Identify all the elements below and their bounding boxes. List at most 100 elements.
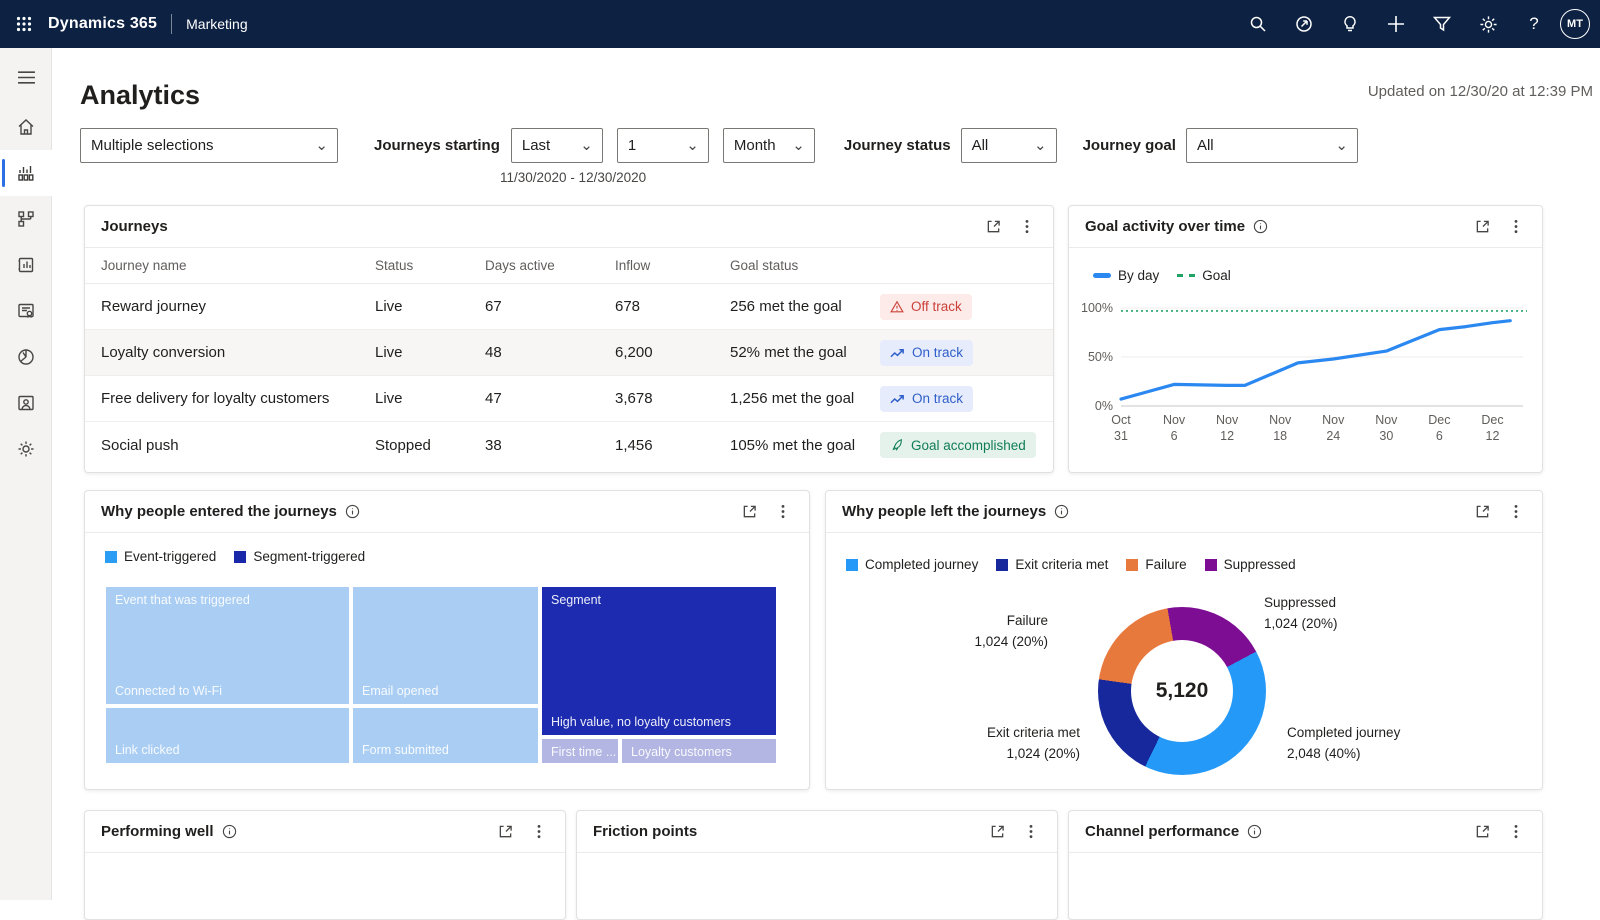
info-icon[interactable]	[345, 504, 360, 519]
nav-expand-hamburger-icon[interactable]	[0, 54, 52, 100]
legend-swatch	[1093, 273, 1111, 278]
expand-icon[interactable]	[491, 818, 519, 846]
journeys-starting-label: Journeys starting	[374, 136, 500, 154]
svg-text:18: 18	[1273, 429, 1287, 443]
svg-text:Nov: Nov	[1375, 413, 1398, 427]
goal-activity-title: Goal activity over time	[1085, 218, 1246, 235]
info-icon[interactable]	[1054, 504, 1069, 519]
kebab-menu-icon[interactable]	[1502, 498, 1530, 526]
donut-slice-label: Suppressed 1,024 (20%)	[1264, 595, 1338, 631]
treemap-cell[interactable]: First time ...	[542, 739, 618, 763]
info-icon[interactable]	[1253, 219, 1268, 234]
legend-swatch	[105, 550, 117, 563]
goal-status-badge[interactable]: Goal accomplished	[880, 432, 1036, 458]
expand-icon[interactable]	[1468, 213, 1496, 241]
channel-performance-card: Channel performance	[1068, 810, 1543, 920]
sidebar-item-contacts[interactable]	[0, 380, 52, 426]
legend-swatch	[996, 558, 1009, 571]
journey-row[interactable]: Free delivery for loyalty customers Live 4…	[85, 376, 1053, 422]
expand-icon[interactable]	[983, 818, 1011, 846]
treemap-cell[interactable]: Email opened	[353, 587, 538, 704]
goal-status-badge[interactable]: On track	[880, 385, 974, 412]
help-icon[interactable]: ?	[1529, 14, 1539, 33]
column-header[interactable]: Journey name	[101, 258, 187, 273]
sidebar-item-settings[interactable]	[0, 426, 52, 472]
legend-item[interactable]: Segment-triggered	[234, 549, 365, 564]
column-header[interactable]: Days active	[485, 258, 555, 273]
journey-selection-dropdown[interactable]: Multiple selections ⌄	[80, 127, 338, 163]
legend-item[interactable]: Event-triggered	[105, 549, 216, 564]
svg-text:Nov: Nov	[1269, 413, 1292, 427]
journey-row[interactable]: Social push Stopped 38 1,456 105% met the go…	[85, 422, 1053, 468]
journey-status-dropdown[interactable]: All ⌄	[960, 127, 1057, 163]
legend-swatch	[234, 550, 247, 563]
left-card: Why people left the journeys Completed j…	[825, 490, 1543, 790]
sidebar-item-home[interactable]	[0, 104, 52, 150]
user-avatar[interactable]: MT	[1560, 9, 1590, 39]
expand-icon[interactable]	[1468, 818, 1496, 846]
sidebar-item-analytics[interactable]	[0, 150, 52, 196]
sidebar-item-reports[interactable]	[0, 242, 52, 288]
sidebar-item-content[interactable]	[0, 288, 52, 334]
app-launcher-waffle-icon[interactable]	[0, 0, 48, 48]
starting-unit-dropdown[interactable]: Month ⌄	[722, 127, 815, 163]
treemap-cell[interactable]: Form submitted	[353, 708, 538, 763]
app-title[interactable]: Dynamics 365	[48, 15, 158, 32]
treemap-cell[interactable]: Loyalty customers	[622, 739, 776, 763]
left-title: Why people left the journeys	[842, 503, 1047, 520]
starting-mode-dropdown[interactable]: Last ⌄	[510, 127, 603, 163]
entered-card: Why people entered the journeys Event-tr…	[84, 490, 810, 790]
last-updated-text: Updated on 12/30/20 at 12:39 PM	[1367, 83, 1593, 100]
journey-goal-dropdown[interactable]: All ⌄	[1185, 127, 1358, 163]
expand-icon[interactable]	[979, 213, 1007, 241]
treemap-cell-label: Link clicked	[115, 743, 180, 757]
legend-swatch	[1204, 558, 1217, 571]
legend-item[interactable]: By day	[1093, 268, 1159, 283]
treemap-cell[interactable]: Segment High value, no loyalty customers	[542, 587, 776, 735]
expand-icon[interactable]	[1468, 498, 1496, 526]
column-header[interactable]: Status	[375, 258, 414, 273]
sidebar-item-segments[interactable]	[0, 334, 52, 380]
info-icon[interactable]	[222, 824, 237, 839]
filter-icon[interactable]	[1422, 4, 1462, 44]
column-header[interactable]: Goal status	[730, 258, 799, 273]
kebab-menu-icon[interactable]	[1502, 818, 1530, 846]
add-icon[interactable]	[1376, 4, 1416, 44]
treemap-cell[interactable]: Link clicked	[106, 708, 349, 763]
kebab-menu-icon[interactable]	[1017, 818, 1045, 846]
friction-points-title: Friction points	[593, 823, 698, 840]
search-icon[interactable]	[1238, 4, 1278, 44]
legend-item[interactable]: Exit criteria met	[996, 557, 1108, 572]
legend-item[interactable]: Goal	[1177, 268, 1231, 283]
legend-item[interactable]: Completed journey	[846, 557, 978, 572]
expand-icon[interactable]	[735, 498, 763, 526]
svg-text:12: 12	[1486, 429, 1500, 443]
treemap-cell[interactable]: Event that was triggered Connected to Wi-…	[106, 587, 349, 704]
legend-item[interactable]: Suppressed	[1204, 557, 1296, 572]
journey-row[interactable]: Loyalty conversion Live 48 6,200 52% met the…	[85, 330, 1053, 376]
kebab-menu-icon[interactable]	[1013, 213, 1041, 241]
starting-count-dropdown[interactable]: 1 ⌄	[616, 127, 709, 163]
legend-swatch	[1177, 274, 1196, 277]
kebab-menu-icon[interactable]	[1502, 213, 1530, 241]
donut-slice-label: Completed journey 2,048 (40%)	[1287, 725, 1401, 761]
kebab-menu-icon[interactable]	[525, 818, 553, 846]
column-header[interactable]: Inflow	[615, 258, 651, 273]
exit-reasons-donut-chart[interactable]: 5,120	[1098, 607, 1266, 775]
donut-legend: Completed journey Exit criteria met Failur…	[846, 557, 1296, 572]
kebab-menu-icon[interactable]	[769, 498, 797, 526]
journeys-table-header: Journey name Status Days active Inflow Goal …	[85, 248, 1053, 284]
info-icon[interactable]	[1247, 824, 1262, 839]
goal-status-badge[interactable]: Off track	[880, 293, 972, 320]
lightbulb-icon[interactable]	[1330, 4, 1370, 44]
goal-status-badge[interactable]: On track	[880, 339, 974, 366]
performing-well-card: Performing well	[84, 810, 566, 920]
goal-activity-line-chart[interactable]: 0% 50% 100% Oct 31 Nov 6 Nov 12 Nov 18 Nov 24 Nov 30 De…	[1079, 294, 1534, 464]
legend-item[interactable]: Failure	[1126, 557, 1187, 572]
settings-gear-icon[interactable]	[1468, 4, 1508, 44]
guided-tour-icon[interactable]	[1284, 4, 1324, 44]
app-area-label[interactable]: Marketing	[186, 16, 248, 32]
trend-up-icon	[890, 393, 905, 405]
sidebar-item-journeys[interactable]	[0, 196, 52, 242]
journey-row[interactable]: Reward journey Live 67 678 256 met the goal O…	[85, 284, 1053, 330]
